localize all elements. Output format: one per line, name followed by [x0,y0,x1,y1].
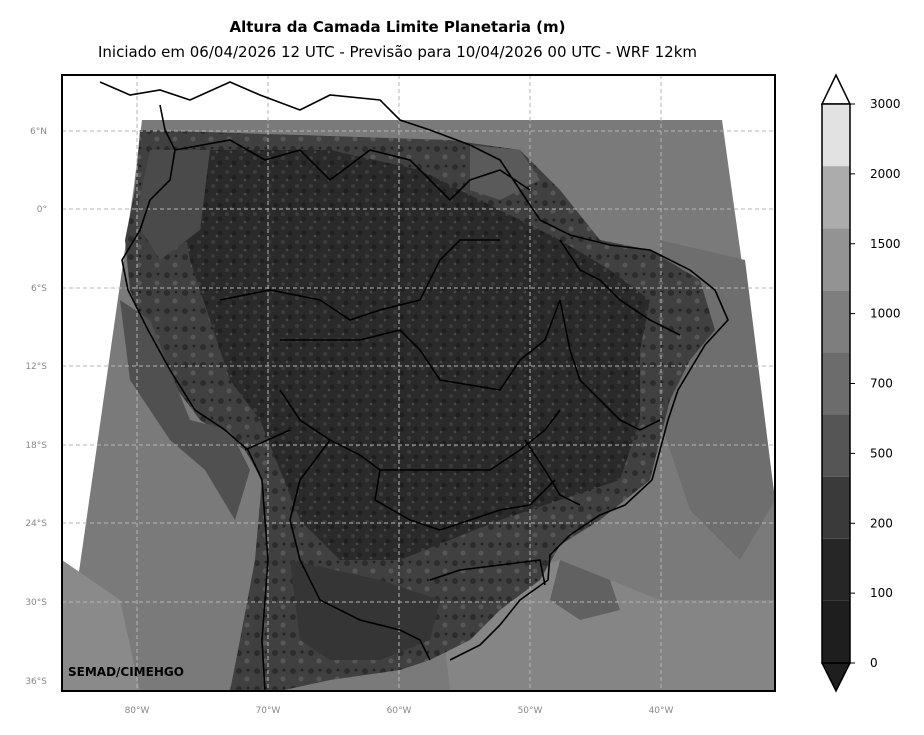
pbl-height-field [62,120,775,691]
colorbar-label: 1000 [870,307,901,321]
map-frame [61,74,776,692]
map-borders [99,81,729,691]
colorbar-label: 1500 [870,237,901,251]
map-gridlines [62,75,775,691]
colorbar-label: 0 [870,656,878,670]
lon-label: 70°W [256,706,281,716]
colorbar-label: 200 [870,516,893,530]
colorbar-label: 100 [870,586,893,600]
colorbar-segment [822,538,850,601]
colorbar-segment [822,476,850,539]
lon-label: 60°W [387,706,412,716]
map-title: Altura da Camada Limite Planetaria (m) [229,18,566,36]
colorbar-segment [822,352,850,415]
colorbar-segment [822,600,850,663]
colorbar-label: 500 [870,446,893,460]
colorbar-segment [822,228,850,291]
lat-label: 30°S [25,598,47,608]
colorbar-segment [822,104,850,167]
colorbar-label: 700 [870,377,893,391]
colorbar-label: 3000 [870,97,901,111]
lat-label: 0° [37,205,47,215]
lon-label: 80°W [125,706,150,716]
lat-label: 18°S [25,441,47,451]
colorbar-extend-bottom [820,662,852,693]
colorbar-label: 2000 [870,167,901,181]
credit-label: SEMAD/CIMEHGO [68,665,184,679]
colorbar-segment [822,290,850,353]
lon-label: 40°W [649,706,674,716]
colorbar: 0 100 200 500 700 1000 1500 2000 3000 [820,73,901,693]
map-subtitle: Iniciado em 06/04/2026 12 UTC - Previsão… [97,43,698,61]
lat-label: 36°S [25,677,47,687]
lon-label: 50°W [518,706,543,716]
lat-label: 24°S [25,519,47,529]
lat-label: 12°S [25,362,47,372]
colorbar-segment [822,414,850,477]
lat-label: 6°S [31,284,47,294]
colorbar-segment [822,166,850,229]
lat-label: 6°N [30,127,47,137]
colorbar-extend-top [820,73,852,105]
